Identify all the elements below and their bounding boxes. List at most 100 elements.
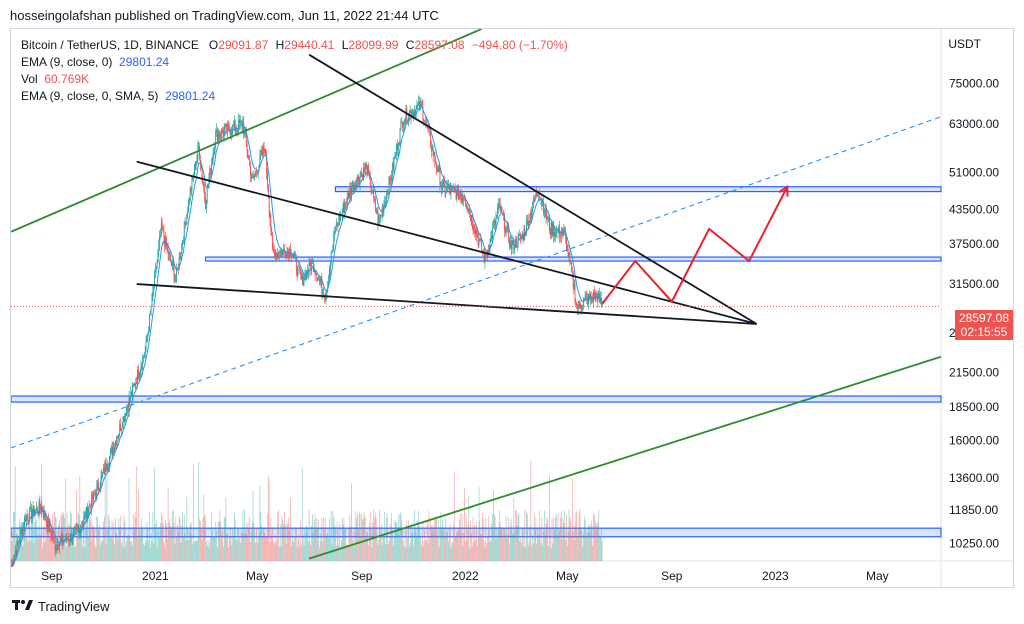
volume-bar bbox=[434, 518, 436, 561]
volume-bar bbox=[429, 536, 431, 561]
volume-bar bbox=[337, 530, 339, 561]
volume-bar bbox=[237, 528, 239, 561]
candle-body bbox=[530, 212, 532, 218]
volume-bar bbox=[346, 544, 347, 561]
chart-frame[interactable]: 75000.00 63000.00 51000.00 43500.00 37500.00… bbox=[10, 28, 1014, 588]
volume-bar bbox=[363, 512, 365, 561]
candle-body bbox=[263, 146, 265, 151]
volume-bar bbox=[470, 532, 472, 561]
candle-body bbox=[168, 252, 170, 255]
candle-body bbox=[133, 383, 135, 385]
candle-body bbox=[36, 507, 37, 510]
volume-bar bbox=[29, 510, 31, 561]
candle-body bbox=[447, 186, 448, 189]
bar-countdown: 02:15:55 bbox=[960, 325, 1008, 339]
volume-bar bbox=[308, 510, 310, 561]
volume-bar bbox=[322, 542, 324, 561]
volume-bar bbox=[18, 536, 20, 561]
candle-body bbox=[506, 226, 508, 228]
candle-body bbox=[199, 159, 201, 166]
volume-bar bbox=[326, 534, 328, 561]
volume-bar bbox=[359, 514, 361, 561]
candle-body bbox=[508, 228, 510, 242]
volume-bar bbox=[465, 515, 467, 561]
volume-bar bbox=[265, 537, 267, 561]
candle-body bbox=[186, 213, 188, 225]
candle-body bbox=[149, 310, 151, 314]
candle-body bbox=[512, 239, 514, 244]
candle-body bbox=[194, 165, 195, 176]
candle-body bbox=[328, 278, 330, 282]
candle-body bbox=[23, 525, 25, 527]
legend-vol-row[interactable]: Vol 60.769K bbox=[21, 71, 572, 88]
candle-body bbox=[275, 253, 277, 260]
candle-body bbox=[203, 182, 205, 188]
currency-label[interactable]: USDT bbox=[948, 37, 981, 51]
candle-body bbox=[61, 534, 63, 540]
volume-bar bbox=[99, 545, 101, 561]
volume-bar bbox=[474, 524, 476, 561]
volume-bar bbox=[473, 542, 475, 561]
volume-bar bbox=[568, 509, 570, 561]
candle-body bbox=[132, 384, 134, 386]
volume-bar bbox=[79, 475, 81, 561]
candle-body bbox=[391, 163, 393, 177]
volume-bar bbox=[350, 525, 352, 561]
volume-bar bbox=[256, 527, 257, 561]
candle-body bbox=[380, 215, 381, 219]
volume-bar bbox=[249, 516, 251, 561]
volume-bar bbox=[187, 527, 189, 561]
volume-bar bbox=[48, 524, 50, 561]
footer-brand[interactable]: TradingView bbox=[12, 598, 110, 614]
candle-body bbox=[571, 270, 573, 273]
legend-ema1-row[interactable]: EMA (9, close, 0) 29801.24 bbox=[21, 54, 572, 71]
candle-body bbox=[327, 281, 329, 290]
volume-bar bbox=[204, 514, 206, 561]
volume-bar bbox=[14, 466, 16, 561]
candle-body bbox=[74, 528, 76, 531]
volume-bar bbox=[197, 537, 199, 561]
candle-body bbox=[511, 243, 513, 250]
volume-bar bbox=[33, 543, 35, 561]
candle-body bbox=[88, 506, 90, 512]
candle-body bbox=[151, 294, 153, 307]
volume-bar bbox=[355, 511, 357, 561]
volume-bar bbox=[236, 540, 238, 561]
candle-body bbox=[479, 239, 481, 241]
volume-bar bbox=[549, 527, 551, 561]
volume-bar bbox=[251, 520, 253, 561]
volume-bar bbox=[109, 538, 111, 561]
symbol-name[interactable]: Bitcoin / TetherUS, 1D, BINANCE bbox=[21, 38, 199, 52]
candle-body bbox=[393, 158, 395, 169]
volume-bar bbox=[310, 545, 312, 561]
volume-bar bbox=[291, 527, 293, 561]
volume-bar bbox=[548, 546, 550, 561]
candle-body bbox=[153, 287, 155, 292]
volume-bar bbox=[457, 531, 459, 561]
candle-body bbox=[112, 447, 114, 455]
volume-bar bbox=[504, 528, 505, 561]
price-chart[interactable]: 75000.00 63000.00 51000.00 43500.00 37500.00… bbox=[11, 29, 1014, 588]
candle-body bbox=[216, 130, 217, 133]
candle-body bbox=[390, 178, 392, 181]
volume-bar bbox=[562, 517, 564, 561]
volume-bar bbox=[172, 510, 174, 561]
candle-body bbox=[278, 254, 280, 256]
volume-bar bbox=[299, 545, 301, 561]
volume-bar bbox=[284, 512, 285, 561]
volume-bar bbox=[287, 524, 289, 561]
volume-bar bbox=[177, 531, 179, 561]
candle-body bbox=[238, 119, 240, 131]
candle-body bbox=[413, 110, 415, 117]
volume-bar bbox=[301, 543, 302, 561]
volume-bar bbox=[589, 532, 591, 561]
volume-bar bbox=[312, 532, 314, 561]
volume-bar bbox=[164, 547, 166, 561]
candle-body bbox=[87, 511, 89, 518]
volume-bar bbox=[151, 540, 153, 561]
candle-body bbox=[125, 414, 127, 417]
volume-bar bbox=[246, 534, 248, 561]
volume-bar bbox=[256, 542, 258, 561]
legend-ema2-row[interactable]: EMA (9, close, 0, SMA, 5) 29801.24 bbox=[21, 88, 572, 105]
candle-body bbox=[267, 172, 268, 186]
